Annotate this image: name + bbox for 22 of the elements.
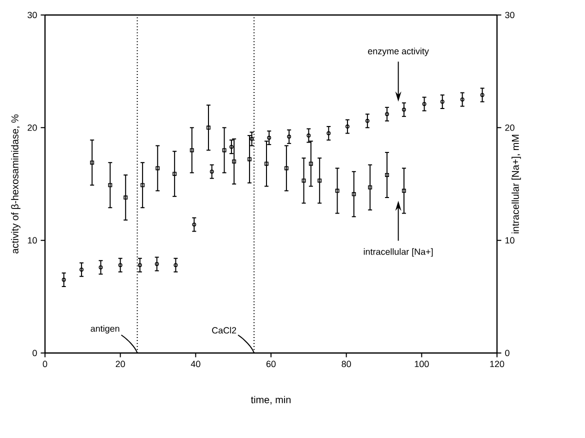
y-tick-label: 30 xyxy=(28,12,37,18)
y-tick-label: 10 xyxy=(28,237,37,244)
y2-tick-label: 30 xyxy=(505,12,514,18)
ref-line-label: CaCl2 xyxy=(212,326,236,334)
y2-tick-label: 20 xyxy=(505,124,514,131)
x-tick-label: 120 xyxy=(490,360,504,368)
x-tick-label: 40 xyxy=(190,360,200,368)
annotation: enzyme activity xyxy=(368,48,429,56)
x-tick-label: 100 xyxy=(414,360,429,368)
y-axis-title: activity of β-hexosaminidase, % xyxy=(11,114,20,254)
y-tick-label: 20 xyxy=(28,124,37,131)
y2-tick-label: 0 xyxy=(505,350,510,356)
x-axis-title: time, min xyxy=(250,396,291,404)
x-tick-label: 20 xyxy=(116,360,125,368)
x-tick-label: 80 xyxy=(342,360,351,368)
y-tick-label: 0 xyxy=(32,350,37,356)
y2-tick-label: 10 xyxy=(505,237,514,244)
ref-line-label: antigen xyxy=(90,325,120,334)
annotation: intracellular [Na+] xyxy=(364,248,433,257)
x-tick-label: 60 xyxy=(266,360,276,368)
y2-axis-title: intracellular [Na+], mM xyxy=(512,134,521,234)
x-tick-label: 0 xyxy=(42,360,48,368)
